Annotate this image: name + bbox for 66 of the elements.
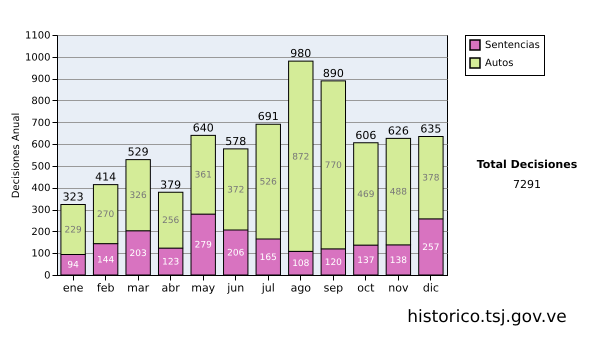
x-tick-label: ene: [62, 282, 84, 294]
x-tick-label: feb: [96, 282, 114, 294]
total-label: 606: [355, 128, 376, 142]
legend-label: Sentencias: [485, 40, 540, 51]
data-label: 488: [390, 188, 408, 198]
data-label: 108: [292, 259, 310, 270]
data-label: 526: [260, 178, 278, 188]
x-tick-label: sep: [324, 282, 344, 294]
y-tick-label: 600: [31, 140, 50, 151]
data-label: 137: [357, 256, 374, 266]
x-tick-label: ago: [290, 282, 312, 294]
data-label: 144: [97, 255, 114, 266]
data-label: 372: [227, 185, 244, 196]
total-label: 414: [95, 170, 116, 184]
text: Total Decisiones: [476, 158, 578, 171]
total-label: 635: [420, 122, 442, 136]
x-tick-label: abr: [162, 282, 180, 294]
y-tick-label: 700: [31, 118, 50, 129]
x-tick-label: nov: [388, 282, 409, 294]
data-label: 257: [422, 242, 440, 253]
data-label: 229: [64, 226, 82, 236]
total-label: 640: [192, 121, 214, 134]
total-label: 379: [160, 178, 182, 192]
total-label: 890: [322, 66, 344, 80]
data-label: 138: [390, 256, 408, 266]
total-label: 323: [62, 190, 84, 204]
x-tick-label: may: [191, 282, 216, 294]
y-tick-label: 0: [44, 270, 50, 282]
total-label: 691: [258, 110, 279, 124]
y-axis-title: Decisiones Anual: [11, 112, 22, 198]
y-tick-label: 100: [31, 248, 50, 260]
data-label: 326: [130, 191, 148, 202]
x-tick-label: mar: [127, 282, 150, 294]
data-label: 256: [162, 216, 180, 226]
x-tick-label: jun: [226, 282, 244, 294]
y-tick-label: 200: [31, 226, 50, 238]
text: historico.tsj.gov.ve: [407, 307, 567, 327]
data-label: 203: [130, 248, 147, 259]
total-label: 980: [290, 47, 312, 60]
data-label: 270: [97, 210, 114, 220]
total-label: 578: [225, 134, 246, 148]
y-tick-label: 1100: [25, 30, 50, 42]
data-label: 770: [324, 160, 342, 171]
data-label: 469: [357, 190, 375, 200]
total-label: 626: [388, 124, 409, 138]
x-tick-label: oct: [357, 282, 376, 294]
y-tick-label: 1000: [25, 52, 50, 64]
y-tick-label: 800: [31, 96, 50, 107]
data-label: 165: [260, 253, 277, 263]
y-tick-label: 400: [31, 183, 50, 194]
y-tick-label: 500: [31, 161, 50, 172]
data-label: 361: [194, 170, 212, 181]
data-label: 378: [422, 174, 440, 184]
data-label: 206: [227, 248, 245, 259]
y-tick-label: 300: [31, 205, 50, 216]
legend-label: Autos: [485, 58, 514, 69]
text: 7291: [513, 178, 541, 191]
data-label: 94: [67, 260, 80, 271]
total-label: 529: [128, 146, 149, 159]
data-label: 872: [292, 152, 310, 162]
data-label: 123: [162, 258, 180, 268]
x-tick-label: dic: [422, 282, 439, 294]
x-tick-label: jul: [260, 282, 275, 294]
y-tick-label: 900: [31, 74, 50, 86]
data-label: 279: [194, 240, 212, 251]
data-label: 120: [324, 258, 342, 268]
